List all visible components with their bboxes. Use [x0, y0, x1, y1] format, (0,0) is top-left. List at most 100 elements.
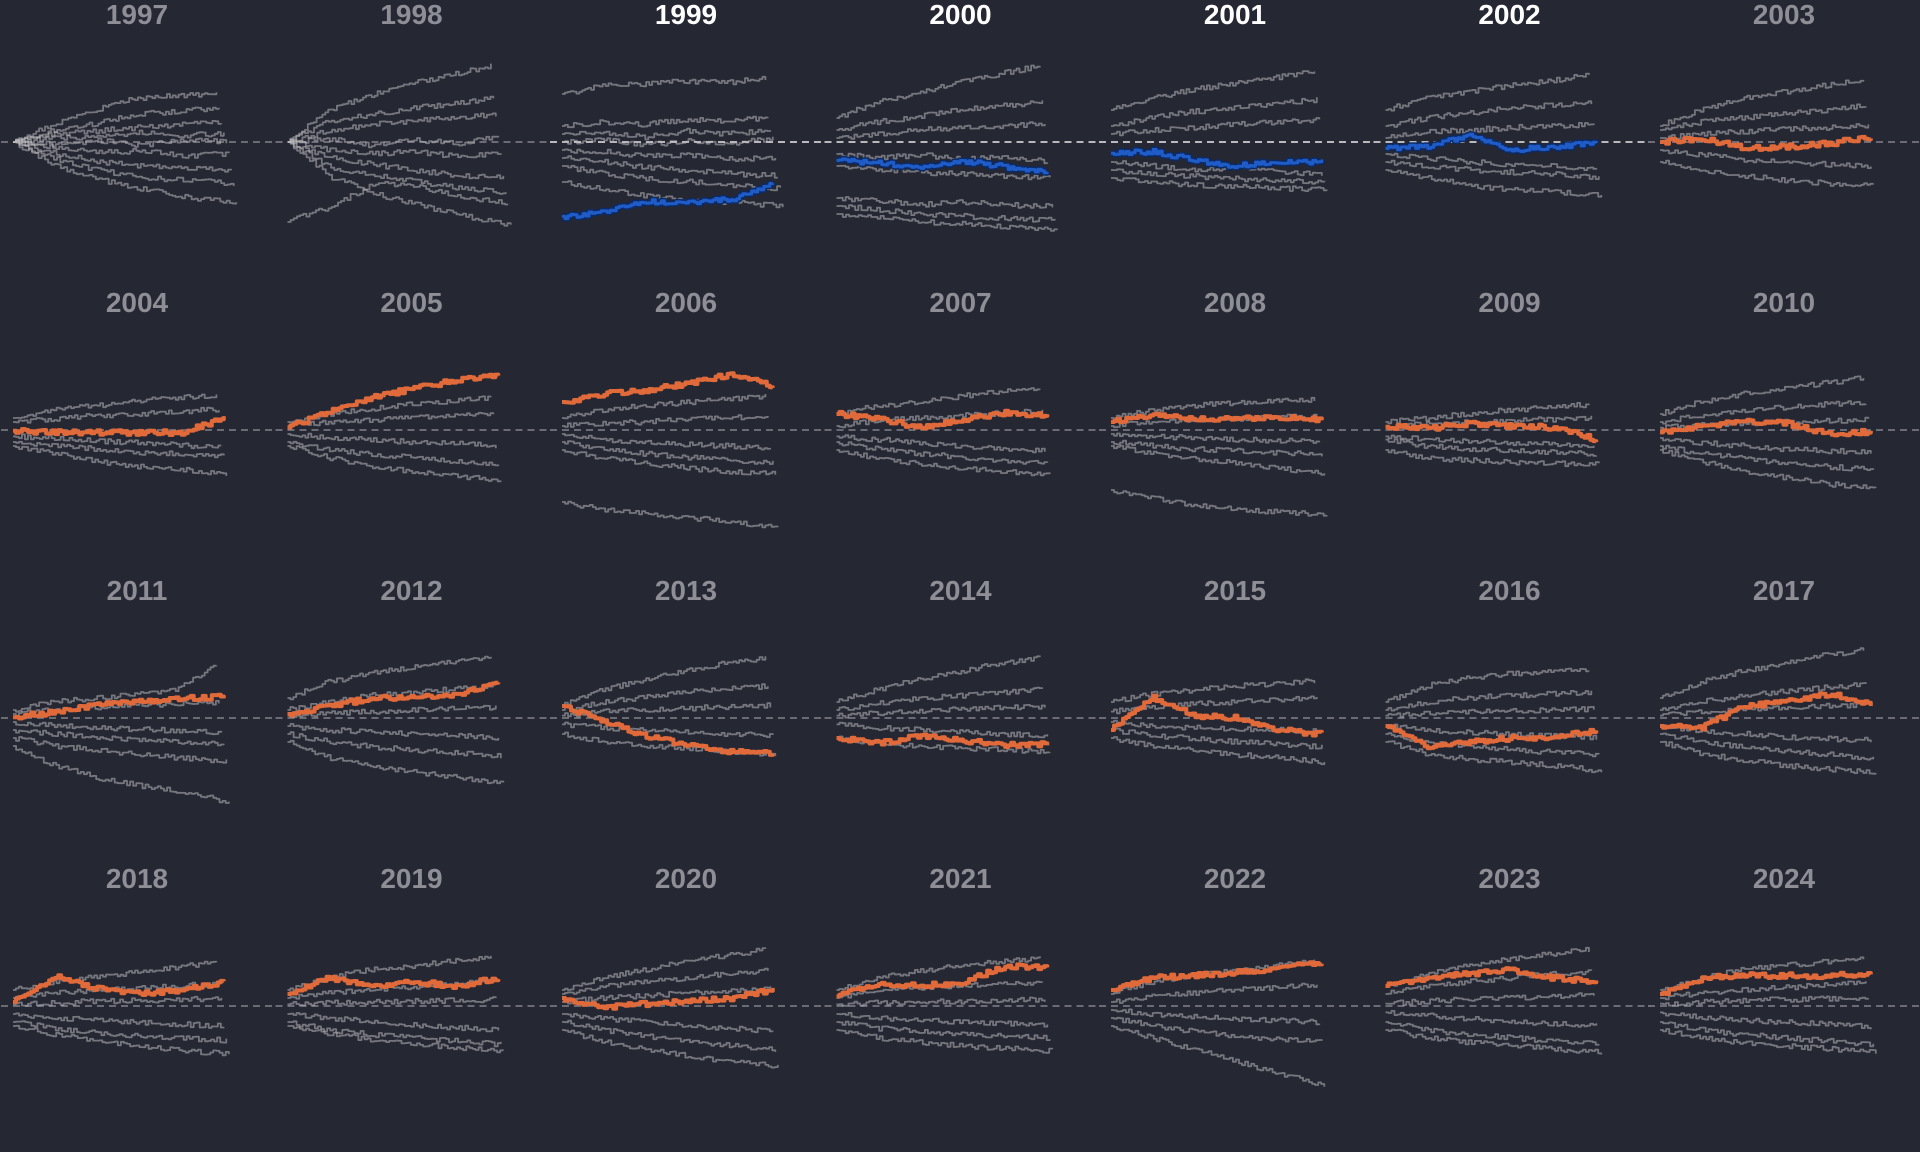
series-line-2013-2	[562, 702, 772, 718]
panel-2004: 2004	[1, 287, 275, 476]
panel-2003: 2003	[1648, 0, 1920, 188]
series-line-2014-2	[836, 704, 1046, 719]
panel-1998: 1998	[275, 0, 550, 227]
series-line-1997-6	[13, 140, 233, 173]
series-line-2018-2	[13, 995, 223, 1007]
series-line-2017-0	[1660, 647, 1865, 699]
series-line-2015-1	[1111, 695, 1318, 715]
series-line-2022-4	[1111, 1025, 1326, 1087]
series-line-2005-0	[287, 395, 492, 423]
highlight-line-2020	[562, 987, 775, 1011]
series-line-2012-4	[287, 731, 502, 759]
series-line-2003-3	[1660, 149, 1872, 169]
panel-2005: 2005	[275, 287, 550, 483]
series-line-1999-7	[562, 180, 784, 209]
series-line-2003-0	[1660, 79, 1865, 127]
highlight-line-2001	[1111, 147, 1324, 170]
panel-2001: 2001	[1099, 0, 1373, 192]
highlight-line-2021	[836, 962, 1050, 999]
series-line-2000-7	[836, 213, 1059, 232]
panel-1997: 1997	[1, 0, 275, 205]
panel-2019: 2019	[275, 863, 550, 1054]
series-line-2014-1	[836, 686, 1044, 711]
series-line-2015-0	[1111, 678, 1316, 703]
panel-2023: 2023	[1373, 863, 1648, 1055]
panel-title-1998: 1998	[380, 0, 442, 30]
series-line-2005-4	[287, 445, 502, 483]
series-line-2000-4	[836, 164, 1051, 181]
highlight-line-2004	[13, 416, 226, 437]
series-line-2006-1	[562, 414, 769, 428]
series-line-2017-4	[1660, 732, 1875, 761]
series-line-2006-3	[562, 440, 774, 465]
series-line-2015-4	[1111, 736, 1326, 766]
series-line-2004-3	[13, 440, 225, 459]
series-line-2002-3	[1385, 152, 1598, 171]
series-line-2001-2	[1111, 117, 1321, 137]
series-line-2020-0	[562, 947, 767, 991]
series-line-2015-3	[1111, 727, 1323, 750]
series-line-2004-4	[13, 445, 228, 476]
series-line-1999-6	[562, 164, 782, 192]
highlight-line-2015	[1111, 693, 1324, 738]
series-line-2003-1	[1660, 103, 1867, 131]
series-line-2024-3	[1660, 1011, 1872, 1030]
series-line-2016-0	[1385, 667, 1590, 703]
series-line-2004-0	[13, 393, 218, 419]
panel-2000: 2000	[824, 0, 1099, 232]
panel-2010: 2010	[1648, 287, 1920, 490]
panel-title-2002: 2002	[1478, 0, 1540, 30]
highlight-line-2002	[1385, 132, 1598, 153]
panel-2007: 2007	[824, 287, 1099, 477]
panel-2022: 2022	[1099, 863, 1373, 1087]
series-line-2006-5	[562, 500, 779, 529]
series-line-2002-2	[1385, 122, 1595, 139]
panel-2021: 2021	[824, 863, 1099, 1054]
highlight-line-2000	[836, 157, 1049, 175]
series-line-2008-4	[1111, 444, 1326, 476]
series-line-1997-8	[13, 141, 238, 205]
panel-2024: 2024	[1648, 863, 1920, 1054]
series-line-1997-3	[13, 129, 225, 144]
series-line-2020-2	[562, 986, 772, 1005]
panel-2011: 2011	[1, 575, 275, 804]
series-line-2001-3	[1111, 160, 1323, 177]
series-line-2022-1	[1111, 982, 1318, 1004]
series-line-1998-6	[287, 141, 507, 195]
series-line-2020-1	[562, 967, 769, 995]
highlight-line-2016	[1385, 724, 1599, 751]
series-line-2019-5	[287, 1025, 505, 1054]
series-line-2021-3	[836, 1012, 1049, 1028]
series-line-2023-5	[1385, 1028, 1603, 1055]
series-line-1997-4	[13, 137, 228, 148]
series-line-2007-4	[836, 449, 1051, 477]
series-line-2013-3	[562, 721, 774, 738]
highlight-line-2013	[562, 704, 775, 757]
series-line-2000-2	[836, 121, 1046, 140]
series-line-2001-0	[1111, 70, 1316, 111]
panel-title-2011: 2011	[107, 575, 168, 606]
panel-title-2003: 2003	[1753, 0, 1815, 30]
panel-title-2024: 2024	[1753, 863, 1816, 894]
panel-2013: 2013	[550, 575, 824, 757]
series-line-2022-2	[1111, 1008, 1321, 1026]
panel-title-2021: 2021	[929, 863, 991, 894]
series-line-1999-3	[562, 136, 774, 148]
series-line-2009-2	[1385, 434, 1595, 449]
series-line-2024-2	[1660, 995, 1870, 1007]
series-line-2012-0	[287, 655, 492, 701]
series-line-2016-2	[1385, 706, 1595, 718]
series-line-2021-2	[836, 996, 1046, 1007]
series-line-2005-1	[287, 411, 495, 428]
panel-title-2015: 2015	[1204, 575, 1266, 606]
series-line-2002-4	[1385, 159, 1600, 180]
panel-title-2007: 2007	[929, 287, 991, 318]
series-line-2013-4	[562, 731, 777, 757]
series-line-2018-3	[13, 1012, 225, 1029]
panel-title-2019: 2019	[380, 863, 442, 894]
panel-title-2018: 2018	[106, 863, 168, 894]
series-line-2005-3	[287, 440, 500, 467]
series-line-2018-4	[13, 1020, 228, 1044]
series-line-1998-3	[287, 135, 500, 149]
panel-title-2008: 2008	[1204, 287, 1266, 318]
